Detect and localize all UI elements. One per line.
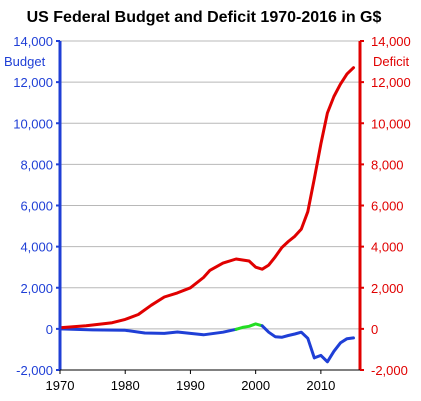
right-tick-label: 6,000 <box>371 199 404 214</box>
deficit-line <box>58 66 355 330</box>
right-tick-label: -2,000 <box>371 363 408 378</box>
chart-title: US Federal Budget and Deficit 1970-2016 … <box>27 9 382 26</box>
x-tick-label: 1980 <box>111 378 140 393</box>
left-tick-label: 4,000 <box>20 240 53 255</box>
budget-line-segment-1 <box>58 327 238 337</box>
left-tick-label: 6,000 <box>20 199 53 214</box>
x-tick-label: 2000 <box>241 378 270 393</box>
right-tick-label: 4,000 <box>371 240 404 255</box>
left-tick-label: 2,000 <box>20 281 53 296</box>
tick-labels: -2,000 0 2,000 4,000 6,000 8,000 10,000 12,000 1… <box>13 34 411 393</box>
right-tick-label: 14,000 <box>371 34 411 49</box>
budget-line-segment-3 <box>260 324 355 364</box>
left-tick-label: 8,000 <box>20 157 53 172</box>
left-axis-label: Budget <box>4 54 46 69</box>
left-tick-label: 12,000 <box>13 75 53 90</box>
gridlines <box>60 40 360 371</box>
x-tick-label: 2010 <box>306 378 335 393</box>
right-axis-label: Deficit <box>373 54 410 69</box>
right-tick-label: 2,000 <box>371 281 404 296</box>
axes <box>56 40 364 374</box>
series-lines <box>58 66 355 364</box>
x-tick-label: 1990 <box>176 378 205 393</box>
left-tick-label: -2,000 <box>16 363 53 378</box>
x-tick-label: 1970 <box>46 378 75 393</box>
left-tick-label: 10,000 <box>13 116 53 131</box>
right-tick-label: 0 <box>371 322 378 337</box>
right-tick-label: 10,000 <box>371 116 411 131</box>
left-tick-label: 0 <box>46 322 53 337</box>
right-tick-label: 8,000 <box>371 157 404 172</box>
left-tick-label: 14,000 <box>13 34 53 49</box>
right-tick-label: 12,000 <box>371 75 411 90</box>
budget-line-segment-2 <box>234 322 264 331</box>
